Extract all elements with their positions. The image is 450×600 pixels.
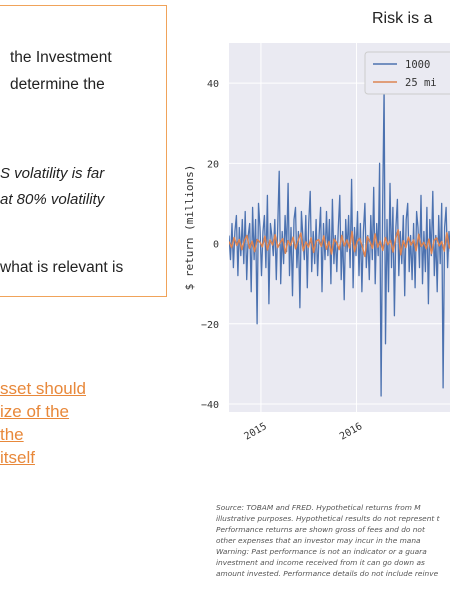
source-line: Warning: Past performance is not an indi… xyxy=(216,547,427,556)
source-line: Performance returns are shown gross of f… xyxy=(216,525,425,534)
source-line: other expenses that an investor may incu… xyxy=(216,536,421,545)
box-text-line: what is relevant is xyxy=(0,259,124,276)
highlight-text-line: the xyxy=(0,425,24,444)
source-line: Source: TOBAM and FRED. Hypothetical ret… xyxy=(216,503,421,512)
legend-label: 1000 xyxy=(405,59,430,71)
y-axis-label: $ return (millions) xyxy=(183,165,196,291)
box-text-line: at 80% volatility xyxy=(0,191,105,208)
y-tick-label: −40 xyxy=(201,400,219,411)
box-text-line: S volatility is far xyxy=(0,165,105,182)
series-line-1 xyxy=(229,86,450,397)
box-text-line: determine the xyxy=(10,76,105,93)
y-tick-label: 40 xyxy=(207,79,219,90)
series-line-2 xyxy=(229,229,450,258)
y-tick-label: −20 xyxy=(201,320,219,331)
box-text-line: the Investment xyxy=(10,49,112,66)
y-tick-label: 20 xyxy=(207,159,219,170)
source-line: amount invested. Performance details do … xyxy=(216,569,439,578)
x-tick-label: 2015 xyxy=(242,421,268,443)
highlight-text-line: ize of the xyxy=(0,402,69,421)
text-box xyxy=(0,5,167,297)
legend-label: 25 mi xyxy=(405,77,437,89)
source-line: illustrative purposes. Hypothetical resu… xyxy=(216,514,440,523)
chart-title: Risk is a xyxy=(372,10,433,27)
legend-box xyxy=(364,51,450,95)
source-line: investment and income received from it c… xyxy=(216,558,425,567)
y-tick-label: 0 xyxy=(213,240,219,251)
highlight-text-line: sset should xyxy=(0,379,86,398)
x-tick-label: 2016 xyxy=(338,421,364,443)
highlight-text-line: itself xyxy=(0,448,35,467)
